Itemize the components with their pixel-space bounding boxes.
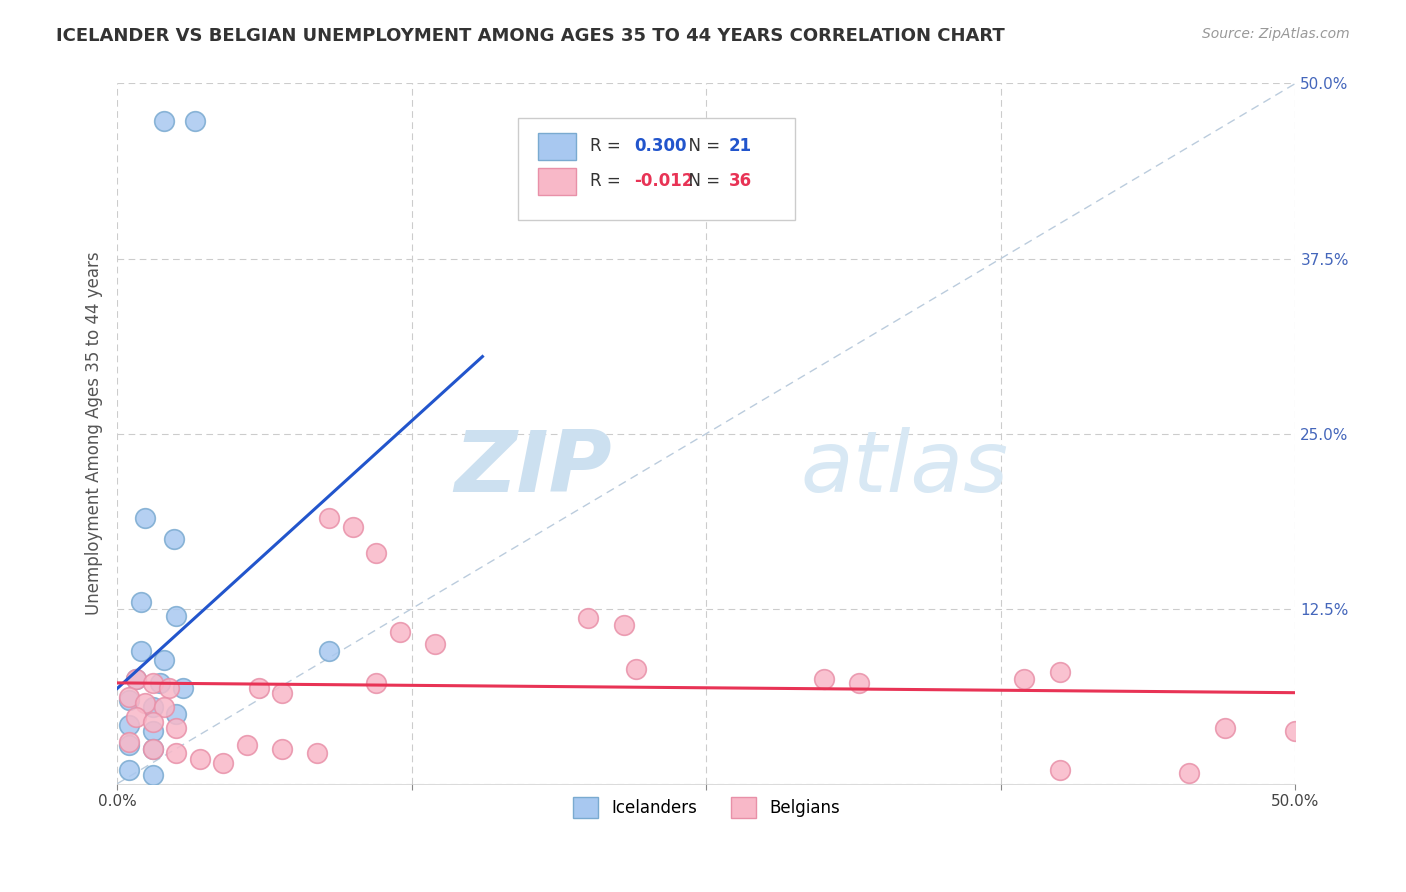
Point	[165, 746, 187, 760]
Point	[318, 643, 340, 657]
Point	[212, 756, 235, 770]
Point	[813, 672, 835, 686]
Point	[165, 706, 187, 721]
Point	[366, 676, 388, 690]
Point	[134, 696, 156, 710]
Point	[1049, 665, 1071, 679]
Text: R =: R =	[589, 137, 626, 155]
Text: atlas: atlas	[800, 427, 1008, 510]
Point	[184, 114, 207, 128]
Point	[388, 625, 411, 640]
Point	[118, 692, 141, 706]
Point	[271, 686, 294, 700]
Text: ICELANDER VS BELGIAN UNEMPLOYMENT AMONG AGES 35 TO 44 YEARS CORRELATION CHART: ICELANDER VS BELGIAN UNEMPLOYMENT AMONG …	[56, 27, 1005, 45]
Legend: Icelanders, Belgians: Icelanders, Belgians	[567, 790, 846, 824]
Point	[134, 510, 156, 524]
Point	[172, 681, 194, 696]
Point	[141, 715, 163, 730]
Point	[157, 681, 180, 696]
Y-axis label: Unemployment Among Ages 35 to 44 years: Unemployment Among Ages 35 to 44 years	[86, 252, 103, 615]
Point	[236, 738, 259, 752]
Point	[141, 768, 163, 782]
Point	[624, 662, 647, 676]
Point	[129, 643, 152, 657]
Point	[129, 595, 152, 609]
Point	[141, 741, 163, 756]
Point	[188, 751, 211, 765]
Point	[118, 763, 141, 777]
Text: N =: N =	[678, 137, 725, 155]
Point	[141, 699, 163, 714]
Point	[153, 653, 176, 667]
Text: R =: R =	[589, 172, 626, 191]
Point	[141, 676, 163, 690]
Point	[1014, 672, 1036, 686]
FancyBboxPatch shape	[538, 133, 575, 160]
Point	[1284, 723, 1306, 738]
Point	[318, 510, 340, 524]
Point	[366, 546, 388, 560]
FancyBboxPatch shape	[517, 119, 794, 220]
Point	[613, 618, 636, 632]
Text: 21: 21	[728, 137, 752, 155]
Text: 36: 36	[728, 172, 752, 191]
Point	[118, 690, 141, 704]
Point	[247, 681, 270, 696]
Point	[307, 746, 329, 760]
Text: ZIP: ZIP	[454, 427, 612, 510]
FancyBboxPatch shape	[538, 169, 575, 194]
Point	[141, 741, 163, 756]
Point	[578, 611, 600, 625]
Point	[271, 741, 294, 756]
Point	[118, 718, 141, 732]
Text: -0.012: -0.012	[634, 172, 693, 191]
Text: N =: N =	[678, 172, 725, 191]
Point	[153, 699, 176, 714]
Point	[149, 676, 172, 690]
Point	[1213, 721, 1236, 735]
Point	[125, 672, 148, 686]
Point	[163, 532, 186, 546]
Point	[342, 520, 364, 534]
Point	[141, 723, 163, 738]
Point	[118, 735, 141, 749]
Point	[848, 676, 870, 690]
Point	[425, 637, 447, 651]
Text: Source: ZipAtlas.com: Source: ZipAtlas.com	[1202, 27, 1350, 41]
Point	[1049, 763, 1071, 777]
Point	[165, 721, 187, 735]
Point	[165, 608, 187, 623]
Point	[125, 672, 148, 686]
Point	[118, 738, 141, 752]
Text: 0.300: 0.300	[634, 137, 688, 155]
Point	[125, 709, 148, 723]
Point	[153, 114, 176, 128]
Point	[1178, 765, 1201, 780]
